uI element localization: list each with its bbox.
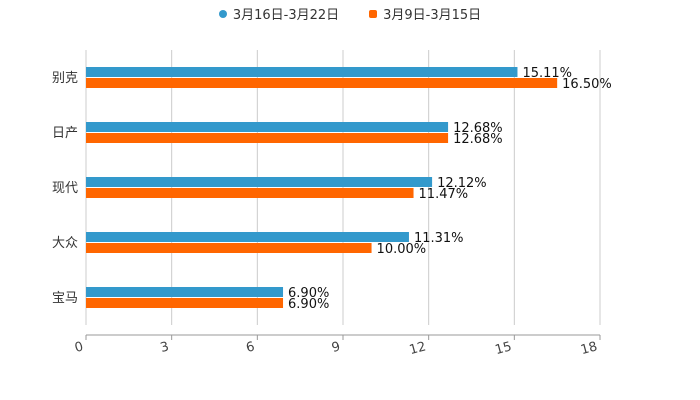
data-label: 11.47% (419, 187, 469, 202)
data-label: 15.11% (522, 66, 572, 81)
legend: 3月16日-3月22日 3月9日-3月15日 (0, 4, 700, 23)
data-label: 6.90% (288, 286, 329, 301)
x-tick-label: 12 (408, 339, 428, 358)
y-category-label: 大众 (52, 236, 78, 251)
bar-1 (86, 122, 449, 132)
x-tick-label: 6 (244, 339, 256, 356)
bar-1 (86, 287, 284, 297)
legend-label: 3月16日-3月22日 (232, 8, 340, 23)
x-tick-label: 3 (159, 339, 171, 356)
bar-2 (86, 188, 414, 198)
data-label: 16.50% (562, 77, 612, 92)
y-category-label: 日产 (52, 126, 78, 141)
bar-1 (86, 177, 433, 187)
y-category-label: 宝马 (52, 291, 78, 306)
legend-marker-icon (218, 9, 227, 18)
x-tick-label: 15 (494, 339, 514, 358)
data-label: 6.90% (288, 297, 329, 312)
bar-2 (86, 243, 372, 253)
bar-2 (86, 78, 558, 88)
data-label: 12.68% (453, 121, 503, 136)
bar-1 (86, 232, 409, 242)
legend-label: 3月9日-3月15日 (383, 8, 482, 23)
data-label: 10.00% (377, 242, 427, 257)
data-label: 12.12% (437, 176, 487, 191)
bar-2 (86, 133, 449, 143)
x-tick-label: 9 (330, 339, 342, 356)
x-tick-label: 0 (73, 339, 85, 356)
data-label: 11.31% (414, 231, 464, 246)
legend-marker-icon (369, 9, 378, 18)
bar-1 (86, 67, 518, 77)
y-category-label: 现代 (52, 181, 78, 196)
y-category-label: 别克 (52, 71, 78, 86)
bar-2 (86, 298, 284, 308)
data-label: 12.68% (453, 132, 503, 147)
legend-item-series-1[interactable]: 3月16日-3月22日 (218, 4, 340, 23)
x-tick-label: 18 (579, 339, 599, 358)
legend-item-series-2[interactable]: 3月9日-3月15日 (369, 4, 481, 23)
